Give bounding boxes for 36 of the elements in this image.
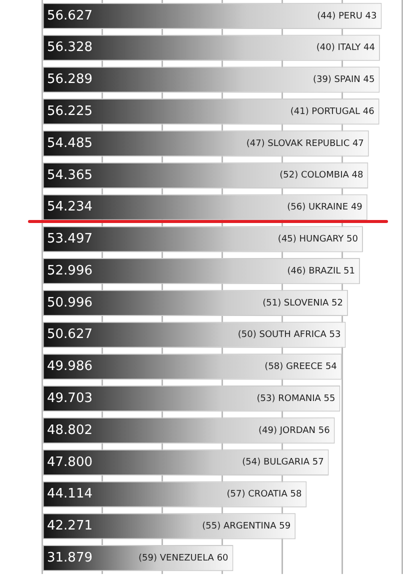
y-tick-label: (57) CROATIA 58 <box>226 490 302 500</box>
data-label: 48.802 <box>47 422 92 438</box>
data-label: 56.328 <box>47 40 92 56</box>
y-tick-label: (46) BRAZIL 51 <box>287 266 355 276</box>
y-tick-label: (45) HUNGARY 50 <box>278 234 358 245</box>
data-label: 50.996 <box>47 295 92 310</box>
data-label: 52.996 <box>47 263 92 278</box>
data-label: 42.271 <box>47 518 92 534</box>
data-label: 56.225 <box>47 104 92 119</box>
data-label: 56.289 <box>47 72 92 88</box>
data-label: 56.627 <box>47 8 92 24</box>
data-label: 50.627 <box>47 327 92 342</box>
y-tick-label: (56) UKRAINE 49 <box>287 202 363 213</box>
y-tick-label: (59) VENEZUELA 60 <box>138 553 229 564</box>
data-label: 54.485 <box>47 136 92 151</box>
y-tick-label: (47) SLOVAK REPUBLIC 47 <box>246 138 364 149</box>
y-tick-label: (50) SOUTH AFRICA 53 <box>238 330 341 340</box>
y-tick-label: (54) BULGARIA 57 <box>242 458 324 468</box>
data-label: 47.800 <box>47 454 92 470</box>
y-tick-label: (53) ROMANIA 55 <box>256 394 336 404</box>
data-label: 49.703 <box>47 390 92 406</box>
y-tick-label: (41) PORTUGAL 46 <box>290 106 375 117</box>
y-tick-label: (39) SPAIN 45 <box>312 75 375 86</box>
data-label: 54.365 <box>47 168 92 183</box>
y-tick-label: (51) SLOVENIA 52 <box>262 298 343 308</box>
y-tick-label: (40) ITALY 44 <box>316 43 376 54</box>
y-tick-label: (55) ARGENTINA 59 <box>202 522 291 532</box>
y-tick-label: (52) COLOMBIA 48 <box>280 170 364 181</box>
y-tick-label: (44) PERU 43 <box>317 11 377 22</box>
data-label: 49.986 <box>47 359 92 374</box>
data-label: 54.234 <box>47 200 92 215</box>
y-tick-label: (49) JORDAN 56 <box>258 426 330 436</box>
data-label: 44.114 <box>47 486 92 502</box>
data-label: 31.879 <box>47 550 92 566</box>
data-label: 53.497 <box>47 232 92 247</box>
y-tick-label: (58) GREECE 54 <box>264 362 338 372</box>
